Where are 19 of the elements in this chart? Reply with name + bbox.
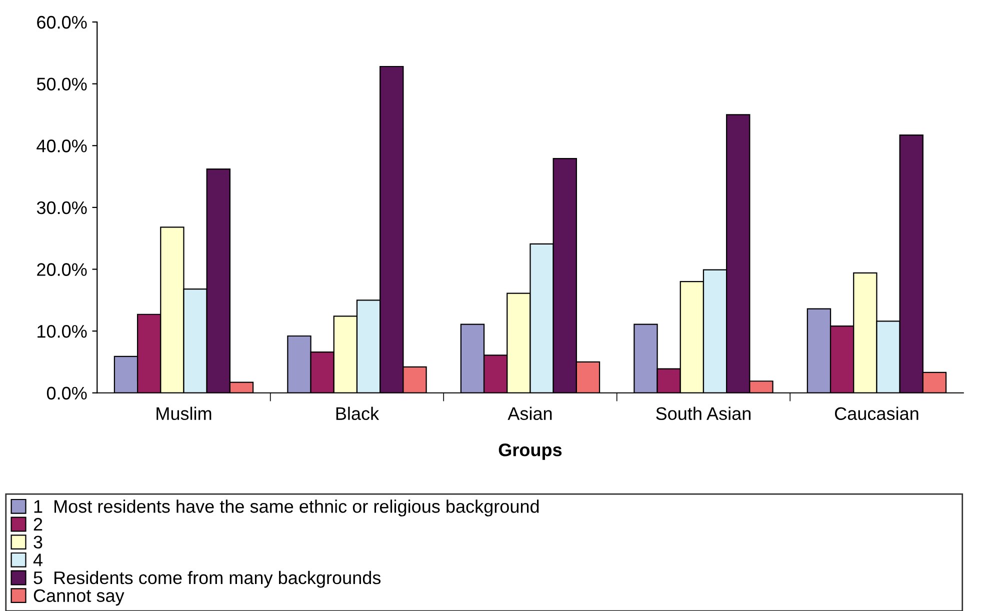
- y-tick-label: 20.0%: [37, 263, 87, 276]
- legend-label: Cannot say: [34, 589, 124, 606]
- y-tick-label: 60.0%: [37, 16, 87, 29]
- x-tick-label: Muslim: [156, 406, 212, 420]
- x-axis-title: Groups: [498, 444, 562, 460]
- x-tick-label: Asian: [508, 406, 552, 420]
- x-tick-label: Caucasian: [834, 406, 918, 420]
- y-tick-label: 30.0%: [36, 201, 87, 214]
- y-tick-label: 10.0%: [38, 324, 87, 338]
- y-tick-label: 50.0%: [36, 78, 87, 91]
- y-tick-label: 0.0%: [46, 386, 87, 400]
- legend-label: 4: [33, 554, 42, 566]
- x-tick-label: South Asian: [656, 406, 750, 420]
- x-tick-label: Black: [336, 406, 380, 420]
- y-tick-label: 40.0%: [36, 140, 87, 152]
- legend-label: 3: [34, 536, 42, 549]
- legend-label: 5 Residents come from many backgrounds: [34, 570, 381, 588]
- legend-label: 1 Most residents have the same ethnic or religious background: [34, 500, 539, 516]
- legend-label: 2: [34, 518, 42, 531]
